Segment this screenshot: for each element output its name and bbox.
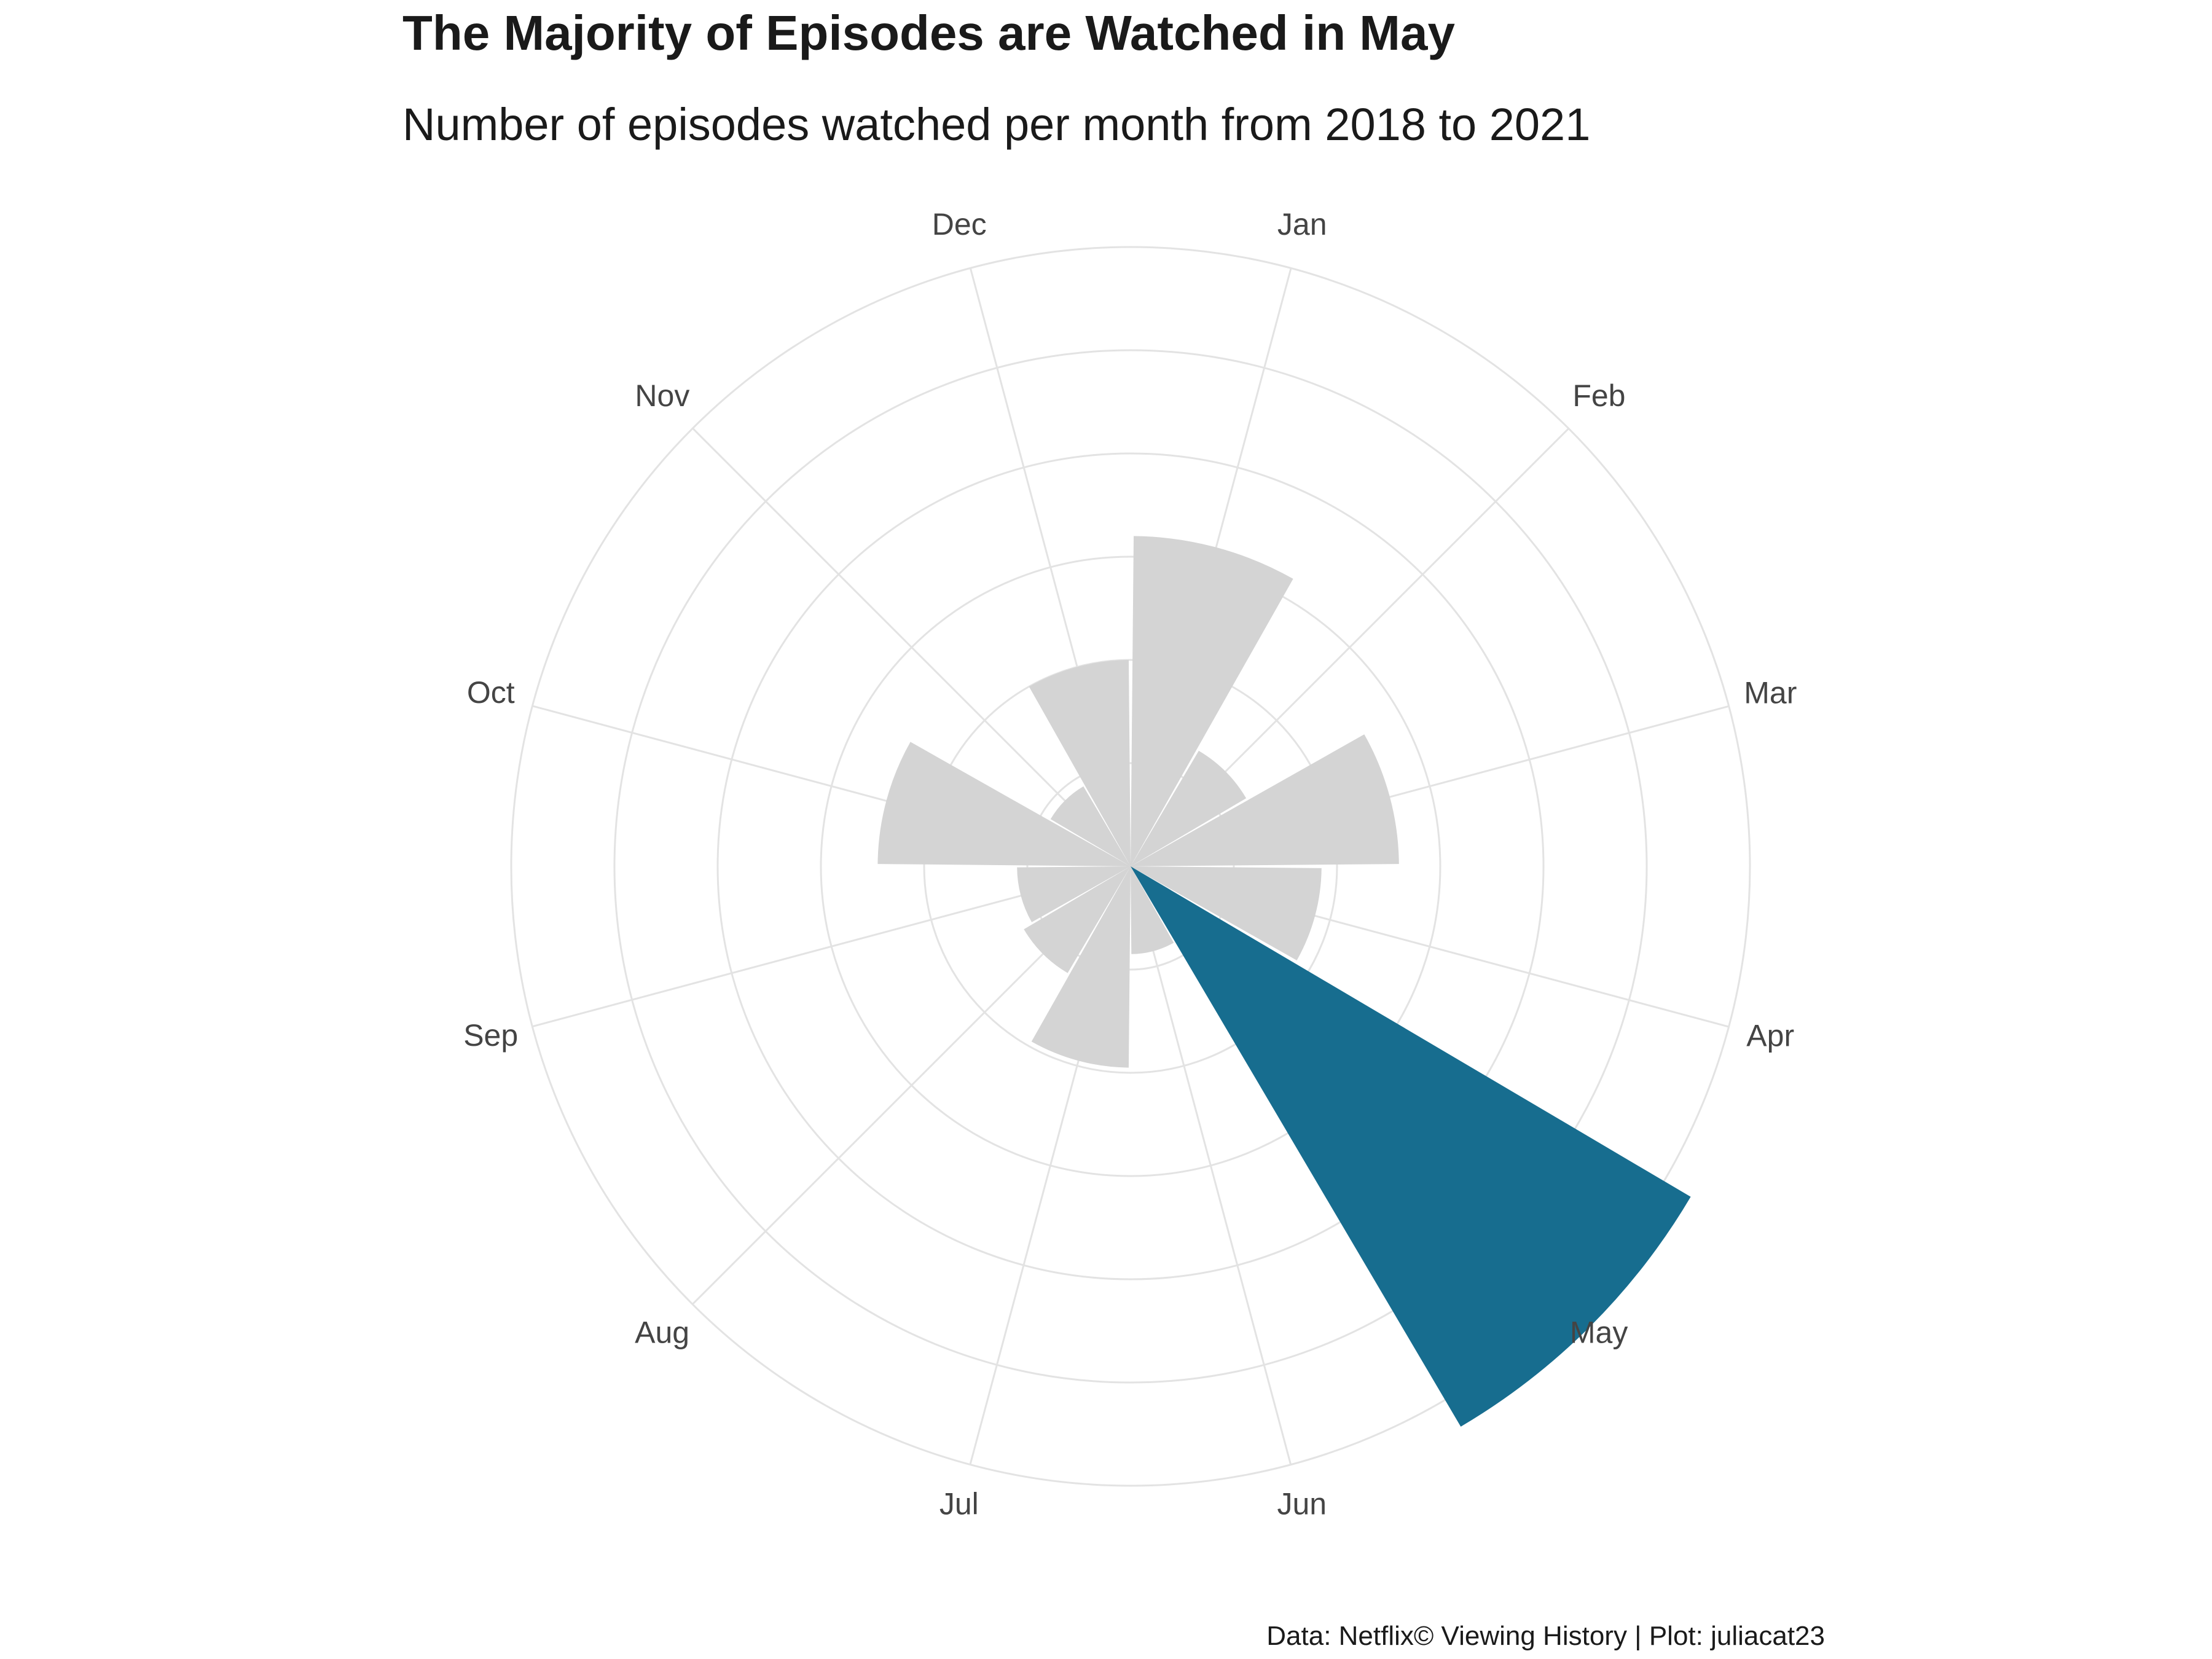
chart-caption: Data: Netflix© Viewing History | Plot: j… [1266, 1621, 1825, 1651]
bar-oct [877, 742, 1131, 866]
chart-title: The Majority of Episodes are Watched in … [402, 6, 1455, 60]
tick-label-sep: Sep [463, 1018, 518, 1053]
tick-label-jul: Jul [939, 1486, 979, 1521]
tick-label-nov: Nov [635, 378, 689, 413]
tick-label-jan: Jan [1277, 207, 1327, 241]
tick-label-jun: Jun [1277, 1487, 1327, 1521]
label-layer: Jan Feb Mar Apr May Jun Jul Aug Sep Oct Nov Dec [463, 207, 1797, 1521]
bar-jun [1131, 866, 1174, 954]
tick-label-dec: Dec [932, 207, 987, 241]
grid-layer [510, 246, 1751, 1487]
bar-aug [1024, 866, 1131, 973]
tick-label-aug: Aug [635, 1315, 689, 1349]
tick-label-mar: Mar [1744, 675, 1797, 710]
bar-sep [1017, 866, 1131, 922]
tick-label-feb: Feb [1572, 378, 1625, 413]
grid-spoke-nov [692, 428, 1132, 868]
grid-ring-2 [923, 659, 1338, 1074]
bar-nov [1050, 786, 1131, 866]
grid-spoke-jun [1129, 866, 1292, 1465]
bar-jul [1031, 866, 1131, 1068]
grid-ring-4 [716, 452, 1545, 1281]
bar-feb [1131, 750, 1247, 866]
bar-apr [1131, 866, 1322, 960]
chart-subtitle: Number of episodes watched per month fro… [402, 99, 1591, 150]
bar-dec [1029, 660, 1131, 866]
bar-layer [877, 536, 1691, 1427]
grid-ring-3 [820, 555, 1441, 1177]
tick-label-may: May [1570, 1316, 1628, 1350]
bar-jan [1131, 536, 1293, 866]
tick-label-oct: Oct [467, 675, 515, 710]
grid-ring-5 [613, 349, 1648, 1384]
tick-label-apr: Apr [1746, 1018, 1794, 1053]
grid-ring-6 [510, 246, 1751, 1487]
bar-mar [1131, 734, 1399, 866]
bar-may [1131, 866, 1691, 1427]
grid-ring-1 [1026, 762, 1235, 971]
